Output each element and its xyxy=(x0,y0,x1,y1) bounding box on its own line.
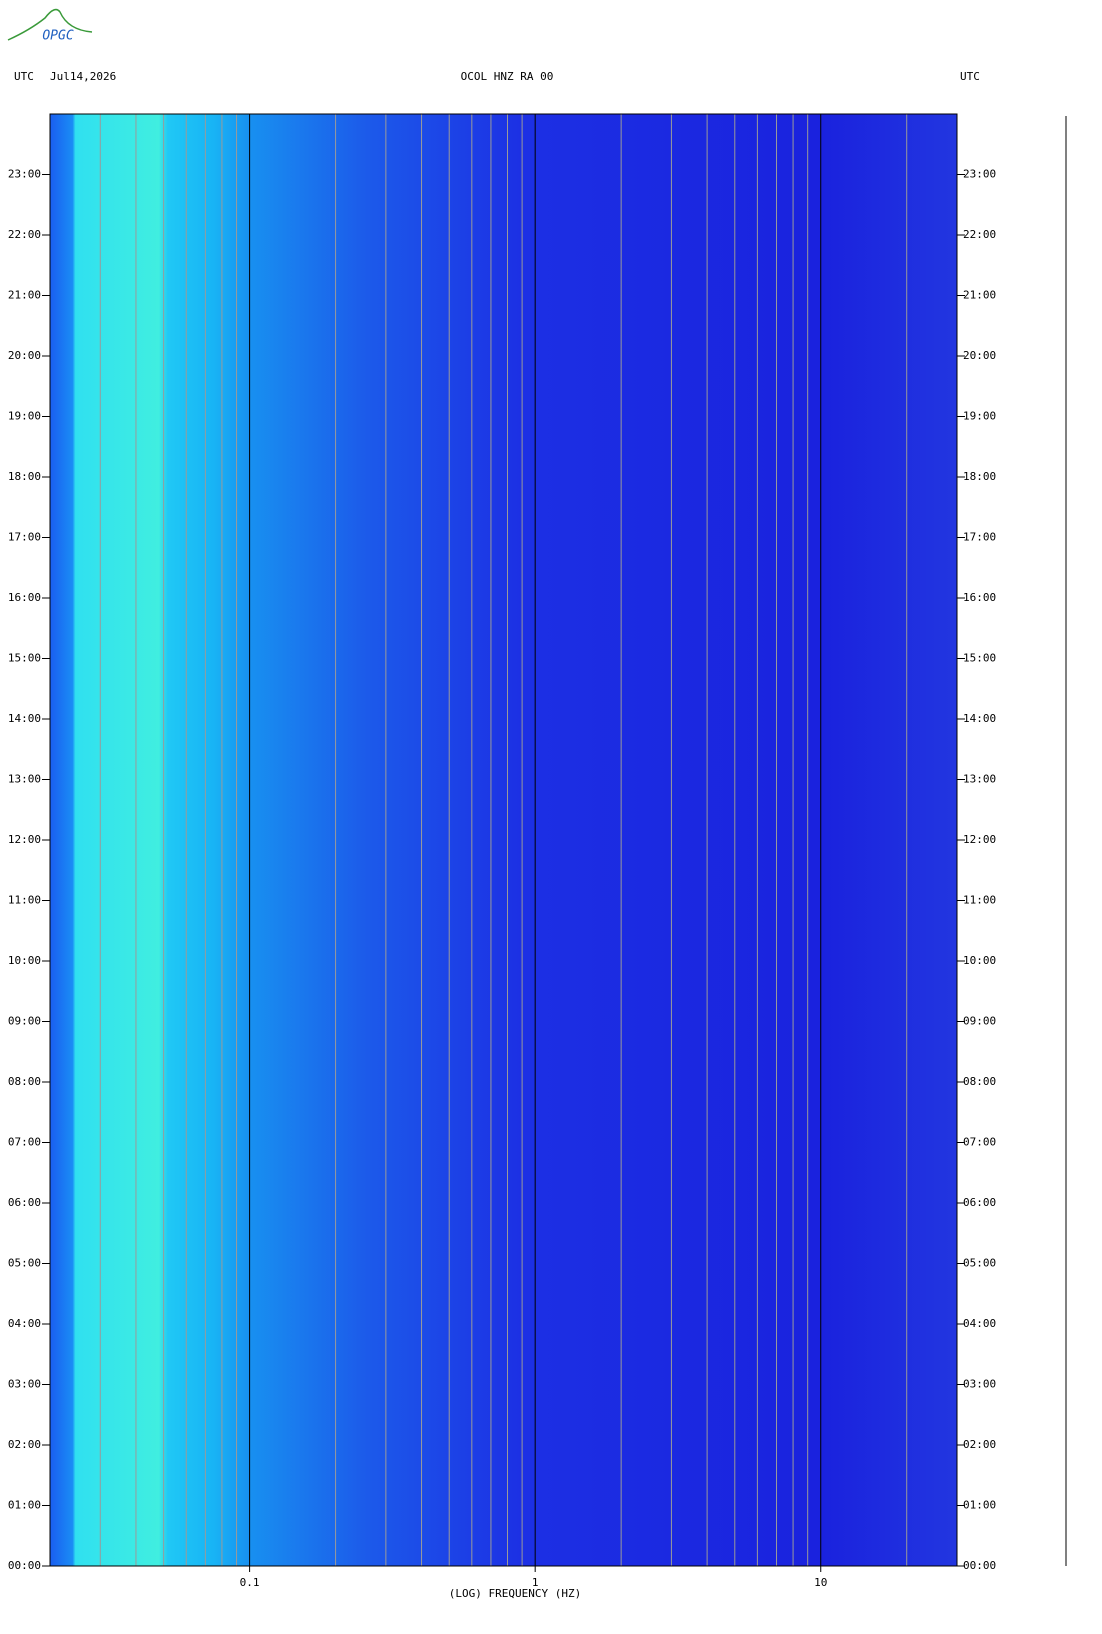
logo: OPGC xyxy=(7,8,93,44)
x-tick-label: 0.1 xyxy=(240,1576,260,1589)
y-tick-label: 12:00 xyxy=(8,833,41,846)
y-tick-label: 02:00 xyxy=(963,1438,996,1451)
right-label: UTC xyxy=(960,70,980,83)
y-tick-label: 00:00 xyxy=(963,1559,996,1572)
y-tick-label: 08:00 xyxy=(963,1075,996,1088)
y-tick-label: 04:00 xyxy=(8,1317,41,1330)
y-tick-label: 23:00 xyxy=(8,168,41,181)
y-tick-label: 10:00 xyxy=(8,954,41,967)
y-tick-label: 09:00 xyxy=(963,1015,996,1028)
y-tick-label: 01:00 xyxy=(8,1499,41,1512)
x-tick-label: 10 xyxy=(814,1576,827,1589)
y-tick-label: 20:00 xyxy=(8,349,41,362)
y-tick-label: 17:00 xyxy=(963,531,996,544)
y-tick-label: 17:00 xyxy=(8,531,41,544)
y-tick-label: 22:00 xyxy=(8,228,41,241)
y-tick-label: 13:00 xyxy=(8,773,41,786)
y-tick-label: 18:00 xyxy=(963,470,996,483)
y-tick-label: 13:00 xyxy=(963,773,996,786)
y-tick-label: 22:00 xyxy=(963,228,996,241)
logo-text: OPGC xyxy=(42,29,73,44)
y-tick-label: 19:00 xyxy=(8,410,41,423)
y-tick-label: 00:00 xyxy=(8,1559,41,1572)
y-tick-label: 05:00 xyxy=(8,1257,41,1270)
x-tick-label: 1 xyxy=(532,1576,539,1589)
y-tick-label: 10:00 xyxy=(963,954,996,967)
y-tick-label: 06:00 xyxy=(963,1196,996,1209)
y-tick-label: 09:00 xyxy=(8,1015,41,1028)
y-tick-label: 12:00 xyxy=(963,833,996,846)
y-tick-label: 16:00 xyxy=(8,591,41,604)
y-tick-label: 21:00 xyxy=(963,289,996,302)
y-tick-label: 03:00 xyxy=(963,1378,996,1391)
y-tick-label: 08:00 xyxy=(8,1075,41,1088)
y-tick-label: 16:00 xyxy=(963,591,996,604)
y-tick-label: 01:00 xyxy=(963,1499,996,1512)
x-axis-label: (LOG) FREQUENCY (HZ) xyxy=(449,1587,581,1600)
y-tick-label: 07:00 xyxy=(8,1136,41,1149)
y-tick-label: 04:00 xyxy=(963,1317,996,1330)
y-tick-label: 02:00 xyxy=(8,1438,41,1451)
y-tick-label: 05:00 xyxy=(963,1257,996,1270)
date: Jul14,2026 xyxy=(50,70,116,83)
y-tick-label: 18:00 xyxy=(8,470,41,483)
y-tick-label: 15:00 xyxy=(963,652,996,665)
y-tick-label: 11:00 xyxy=(963,894,996,907)
y-tick-label: 23:00 xyxy=(963,168,996,181)
spectrogram xyxy=(50,114,957,1566)
y-tick-label: 11:00 xyxy=(8,894,41,907)
plot-frame xyxy=(49,113,958,1567)
y-tick-label: 07:00 xyxy=(963,1136,996,1149)
y-tick-label: 06:00 xyxy=(8,1196,41,1209)
y-tick-label: 03:00 xyxy=(8,1378,41,1391)
y-tick-label: 14:00 xyxy=(8,712,41,725)
y-tick-label: 21:00 xyxy=(8,289,41,302)
left-label: UTC xyxy=(14,70,34,83)
y-tick-label: 14:00 xyxy=(963,712,996,725)
y-tick-label: 20:00 xyxy=(963,349,996,362)
y-tick-label: 19:00 xyxy=(963,410,996,423)
y-tick-label: 15:00 xyxy=(8,652,41,665)
chart-title: OCOL HNZ RA 00 xyxy=(461,70,554,83)
